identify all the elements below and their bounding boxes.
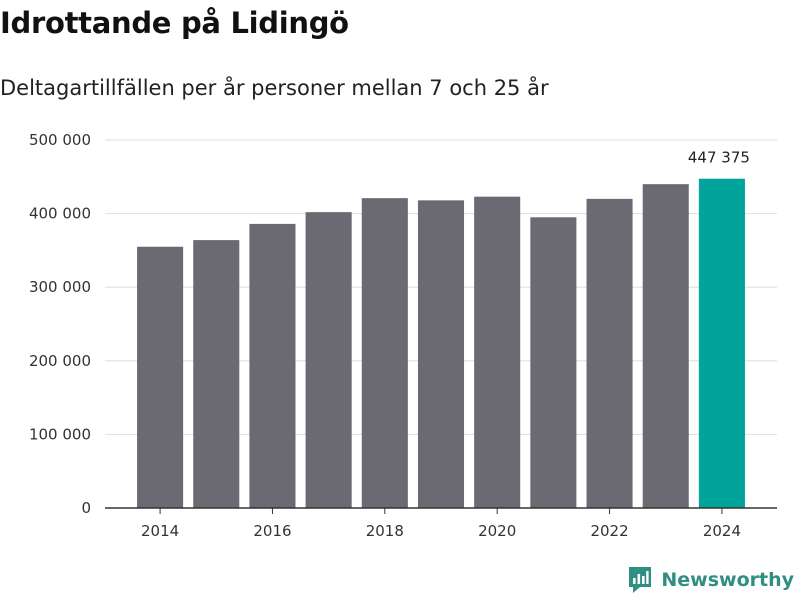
bar-2019 [417, 200, 465, 509]
chart-subtitle: Deltagartillfällen per år personer mella… [0, 76, 549, 100]
chart-title: Idrottande på Lidingö [0, 6, 349, 40]
bar-2017 [305, 212, 352, 509]
x-tick-label: 2024 [703, 522, 741, 540]
bar-2018 [361, 198, 408, 509]
bar-2024 [698, 178, 745, 508]
y-tick-label: 200 000 [29, 352, 91, 370]
y-tick-label: 500 000 [29, 131, 91, 149]
data-label-2024: 447 375 [688, 149, 750, 167]
brand-logo: Newsworthy [627, 566, 794, 594]
x-tick-label: 2018 [366, 522, 404, 540]
x-tick-label: 2016 [253, 522, 291, 540]
bar-2022 [586, 198, 633, 508]
y-tick-label: 0 [81, 499, 91, 517]
bar-2023 [642, 184, 689, 508]
y-tick-label: 400 000 [29, 205, 91, 223]
bar-2014 [137, 246, 184, 508]
y-tick-label: 100 000 [29, 425, 91, 443]
bar-2015 [193, 240, 240, 508]
x-tick-label: 2020 [478, 522, 516, 540]
bar-2016 [249, 223, 296, 509]
x-tick-label: 2022 [590, 522, 628, 540]
bar-2021 [530, 217, 577, 508]
newsworthy-logo-icon [629, 567, 652, 593]
y-tick-label: 300 000 [29, 278, 91, 296]
x-tick-label: 2014 [141, 522, 179, 540]
brand-name: Newsworthy [661, 569, 794, 591]
bar-2020 [474, 196, 521, 508]
